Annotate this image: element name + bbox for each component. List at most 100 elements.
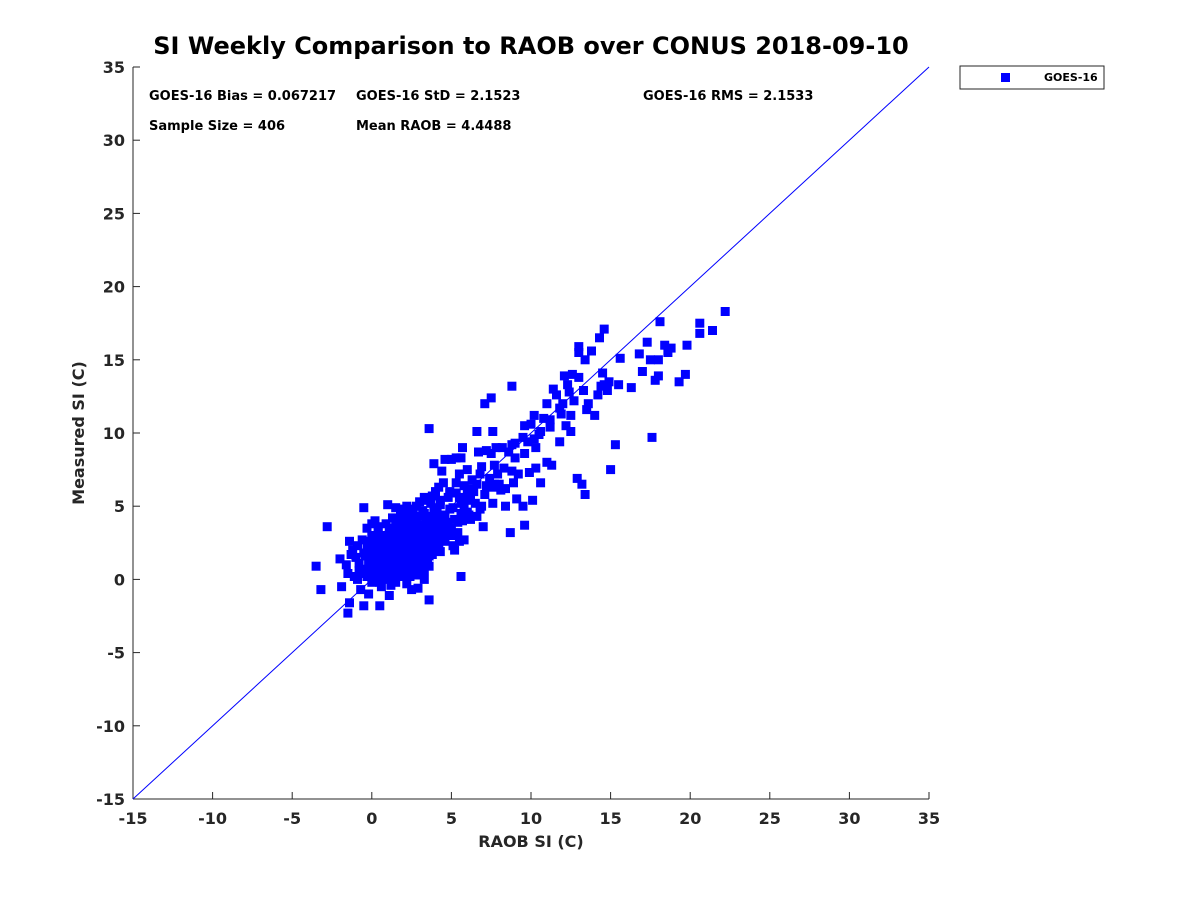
- data-point: [458, 516, 467, 526]
- y-tick-label: 0: [114, 570, 125, 589]
- data-point: [531, 463, 541, 473]
- data-point: [375, 551, 385, 561]
- data-point: [453, 517, 463, 527]
- data-point: [376, 531, 386, 540]
- data-point: [528, 495, 538, 505]
- data-point: [405, 526, 415, 536]
- data-point: [341, 560, 351, 570]
- data-point: [547, 460, 557, 470]
- data-point: [505, 528, 515, 538]
- y-tick-label: 30: [103, 131, 125, 150]
- data-point: [446, 523, 456, 533]
- data-point: [599, 380, 609, 390]
- data-point: [548, 384, 558, 394]
- data-point: [653, 355, 663, 365]
- data-point: [456, 509, 466, 518]
- data-point: [456, 453, 466, 463]
- data-point: [461, 494, 471, 504]
- data-point: [383, 536, 393, 546]
- data-point: [442, 526, 452, 536]
- data-point: [424, 511, 434, 521]
- data-point: [475, 504, 485, 514]
- data-point: [695, 328, 705, 338]
- data-point: [458, 443, 467, 453]
- data-point: [384, 563, 394, 573]
- data-point: [424, 424, 434, 434]
- data-point: [426, 529, 436, 539]
- data-point: [469, 487, 479, 497]
- data-point: [497, 443, 507, 453]
- y-tick-label: 25: [103, 204, 125, 223]
- data-point: [362, 523, 372, 533]
- data-point: [569, 396, 579, 406]
- data-point: [391, 520, 401, 530]
- data-point: [388, 557, 397, 567]
- data-point: [456, 572, 466, 581]
- data-point: [343, 608, 353, 618]
- data-point: [606, 465, 616, 475]
- data-point: [512, 494, 522, 504]
- data-point: [645, 355, 655, 365]
- data-point: [496, 485, 506, 495]
- data-point: [615, 353, 625, 363]
- data-point: [367, 577, 377, 587]
- data-point: [466, 495, 475, 505]
- data-point: [593, 390, 603, 400]
- data-point: [392, 555, 402, 565]
- data-point: [680, 369, 690, 379]
- data-point: [510, 453, 520, 463]
- data-point: [448, 503, 458, 513]
- data-point: [526, 419, 536, 429]
- data-point: [520, 449, 530, 458]
- data-point: [491, 443, 501, 453]
- data-point: [454, 536, 464, 546]
- data-point: [552, 390, 561, 400]
- sample-size-stat: Sample Size = 406: [149, 119, 285, 134]
- x-tick-label: -15: [119, 809, 148, 828]
- data-point: [386, 580, 396, 590]
- x-tick-label: 30: [838, 809, 860, 828]
- data-point: [335, 554, 345, 564]
- data-point: [566, 427, 576, 436]
- data-point: [440, 513, 450, 523]
- data-point: [489, 479, 499, 489]
- data-point: [481, 481, 491, 491]
- data-point: [389, 566, 399, 576]
- data-point: [438, 532, 448, 542]
- data-point: [602, 386, 612, 395]
- data-point: [388, 513, 397, 523]
- data-point: [499, 463, 509, 473]
- data-point: [376, 561, 386, 571]
- data-point: [419, 566, 429, 576]
- data-point: [610, 440, 620, 450]
- data-point: [663, 348, 673, 357]
- data-point: [343, 569, 353, 578]
- data-point: [708, 326, 717, 335]
- data-point: [480, 490, 490, 499]
- data-point: [520, 520, 530, 530]
- data-point: [507, 381, 517, 391]
- data-point: [418, 506, 428, 516]
- data-point: [434, 538, 444, 548]
- data-point: [660, 340, 670, 350]
- data-point: [373, 567, 383, 577]
- data-point: [493, 469, 503, 479]
- data-point: [655, 317, 665, 327]
- data-point: [572, 473, 582, 483]
- data-point: [647, 432, 657, 442]
- data-point: [523, 437, 533, 447]
- data-point: [407, 585, 417, 595]
- data-point: [545, 415, 555, 425]
- data-point: [408, 510, 418, 520]
- data-point: [529, 410, 539, 420]
- y-tick-label: -5: [107, 644, 125, 663]
- data-point: [529, 434, 539, 444]
- data-point: [405, 538, 415, 548]
- data-point: [462, 465, 472, 475]
- chart-title: SI Weekly Comparison to RAOB over CONUS …: [153, 32, 908, 60]
- data-point: [480, 399, 490, 409]
- data-point: [459, 535, 469, 545]
- data-point: [450, 545, 460, 555]
- data-point: [509, 478, 518, 488]
- data-point: [354, 558, 364, 568]
